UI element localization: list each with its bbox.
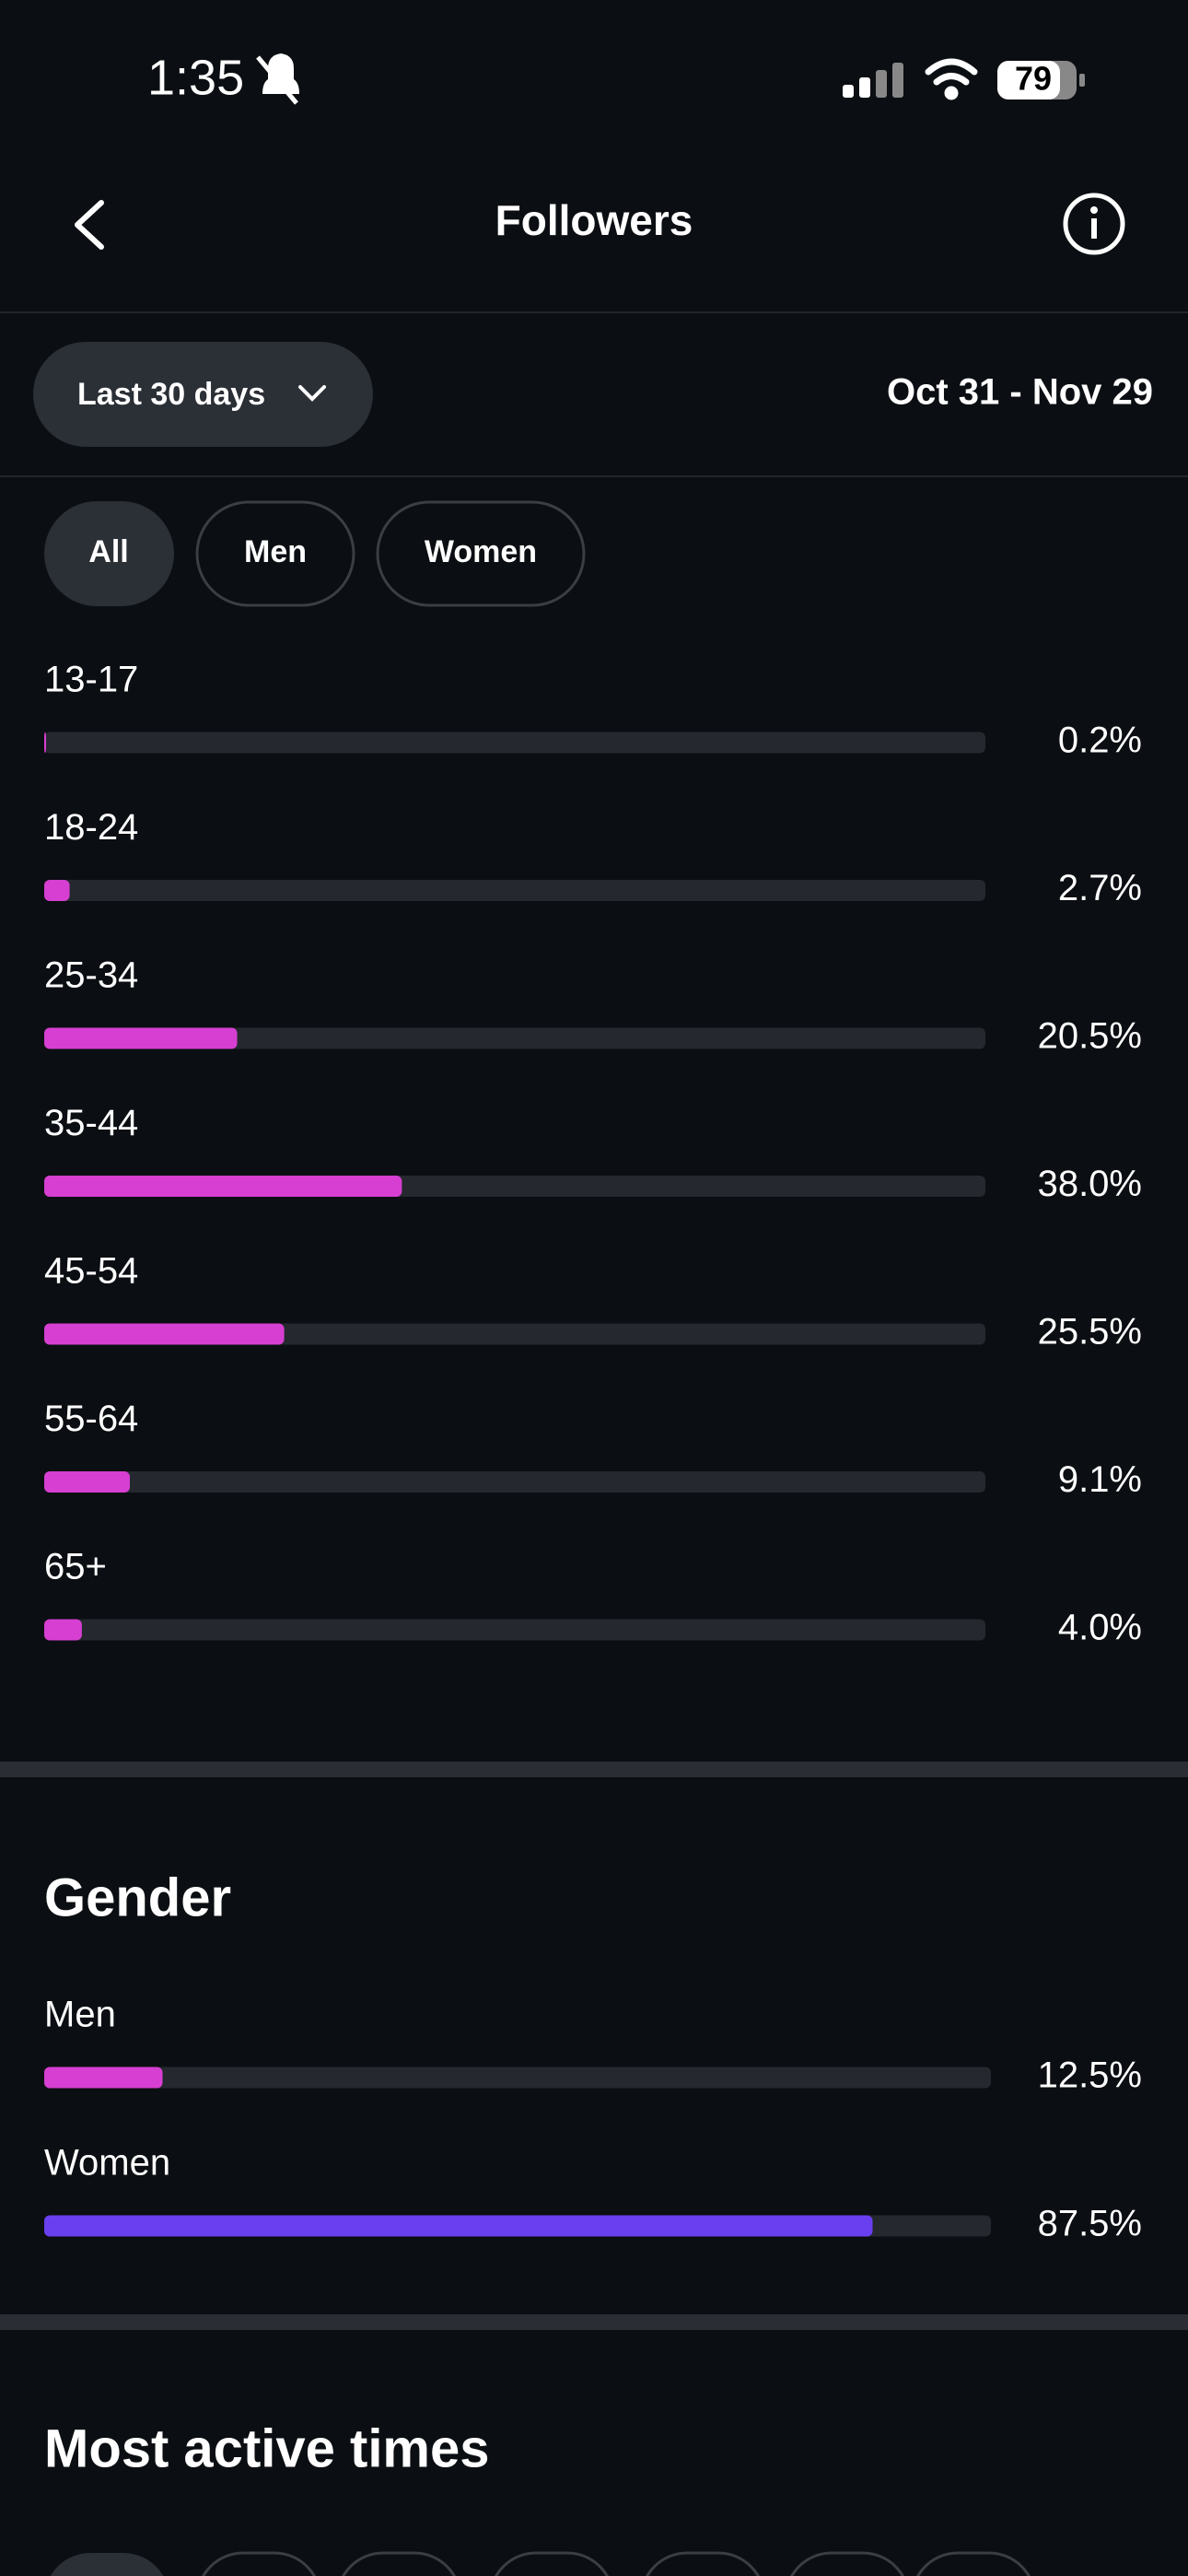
bar-track xyxy=(44,732,985,754)
section-separator xyxy=(0,2314,1188,2330)
divider xyxy=(0,311,1188,313)
chip[interactable] xyxy=(490,2551,613,2576)
bar xyxy=(44,1027,238,1049)
signal-icon xyxy=(843,63,903,98)
bar-value: 38.0% xyxy=(1038,1164,1142,1204)
range-label: Last 30 days xyxy=(77,377,265,412)
bar xyxy=(44,2067,163,2089)
bar-label: Women xyxy=(44,2143,170,2184)
bar-label: 35-44 xyxy=(44,1103,138,1143)
back-button[interactable] xyxy=(75,200,104,250)
gender-chart: Men 12.5% Women 87.5% xyxy=(44,1995,1142,2244)
age-chart: 13-17 0.2% 18-24 2.7% 25-34 20.5% 35-44 38.0% 45… xyxy=(44,660,1142,1648)
bar-label: 18-24 xyxy=(44,807,138,848)
bar xyxy=(44,1471,131,1493)
bar-value: 20.5% xyxy=(1038,1016,1142,1057)
bar xyxy=(44,1176,402,1197)
bar-track xyxy=(44,880,985,901)
mute-icon xyxy=(256,53,299,105)
bar xyxy=(44,2215,873,2237)
wifi-icon xyxy=(925,58,978,100)
tab-all[interactable]: All xyxy=(44,501,174,606)
header-title: Followers xyxy=(495,196,693,244)
chip[interactable] xyxy=(197,2551,320,2576)
tab-men[interactable]: Men xyxy=(195,500,355,607)
bar-label: 25-34 xyxy=(44,955,138,996)
tab-label: All xyxy=(88,534,128,569)
battery-level: 79 xyxy=(1015,60,1052,98)
bar-label: 65+ xyxy=(44,1547,107,1587)
bar-label: 55-64 xyxy=(44,1399,138,1439)
bar-value: 2.7% xyxy=(1058,868,1142,908)
bar-label: 45-54 xyxy=(44,1251,138,1292)
bar-track xyxy=(44,2067,991,2089)
bar-track xyxy=(44,1619,985,1641)
bar-label: Men xyxy=(44,1995,116,2035)
tab-label: Women xyxy=(425,534,537,569)
section-title: Gender xyxy=(44,1868,231,1927)
chip[interactable] xyxy=(786,2551,909,2576)
bar-value: 25.5% xyxy=(1038,1312,1142,1352)
battery-icon: 79 xyxy=(997,60,1085,100)
day-chips xyxy=(44,2551,1035,2576)
tab-label: Men xyxy=(244,534,307,569)
divider xyxy=(0,475,1188,477)
bar-track xyxy=(44,1027,985,1049)
chip[interactable] xyxy=(44,2553,169,2576)
bar-value: 9.1% xyxy=(1058,1459,1142,1500)
bar-value: 4.0% xyxy=(1058,1608,1142,1648)
info-button[interactable] xyxy=(1063,193,1125,255)
bar-track xyxy=(44,1471,985,1493)
range-dropdown[interactable]: Last 30 days xyxy=(33,342,373,447)
bar xyxy=(44,880,70,901)
tab-women[interactable]: Women xyxy=(376,500,586,607)
section-title: Most active times xyxy=(44,2418,490,2478)
bar-value: 0.2% xyxy=(1058,720,1142,761)
bar-label: 13-17 xyxy=(44,660,138,700)
bar-value: 87.5% xyxy=(1038,2204,1142,2244)
bar-value: 12.5% xyxy=(1038,2055,1142,2096)
bar xyxy=(44,1619,82,1641)
section-separator xyxy=(0,1762,1188,1777)
chip[interactable] xyxy=(641,2551,764,2576)
bar xyxy=(44,1323,285,1345)
chip[interactable] xyxy=(337,2551,460,2576)
date-range: Oct 31 - Nov 29 xyxy=(887,372,1153,413)
bar xyxy=(44,732,47,754)
status-time: 1:35 xyxy=(147,50,244,105)
chip[interactable] xyxy=(912,2551,1035,2576)
